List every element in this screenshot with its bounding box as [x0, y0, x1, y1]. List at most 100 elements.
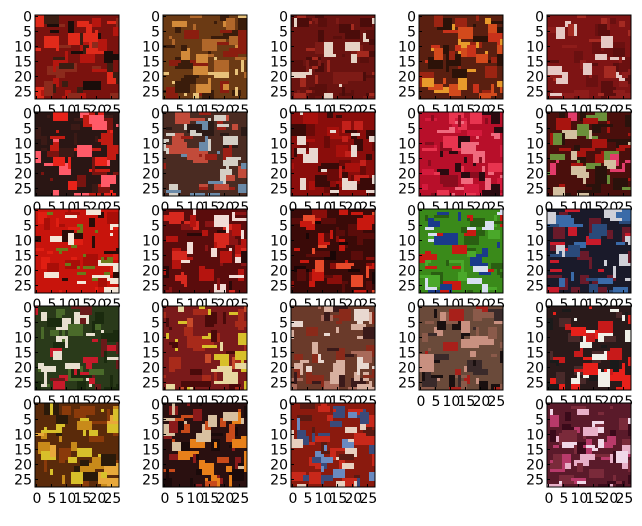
- y-tick-label: 5: [535, 122, 544, 138]
- x-tick-label: 10: [315, 491, 333, 507]
- y-tick-label: 15: [526, 152, 544, 168]
- subplot-r4-c4: 0 5 10 15 20 25 0 5 10152025: [512, 393, 636, 508]
- x-tick-label: 5: [48, 491, 57, 507]
- y-tick-label: 25: [398, 279, 416, 295]
- y-tick-label: 10: [270, 137, 288, 153]
- x-tick-label: 0: [417, 103, 426, 119]
- subplot-r4-c0: 0 5 10 15 20 25 0 5 10152025: [0, 393, 124, 508]
- y-tick-label: 5: [23, 316, 32, 332]
- subplot-r2-c3: 0 5 10 15 20 25 0 5 10152025: [384, 199, 508, 314]
- x-tick-label: 5: [304, 491, 313, 507]
- y-tick-label: 20: [526, 458, 544, 474]
- axes-frame: [34, 208, 120, 294]
- y-tick-label: 0: [23, 10, 32, 26]
- y-tick-label: 10: [142, 137, 160, 153]
- y-tick-label: 10: [270, 331, 288, 347]
- y-tick-label: 20: [14, 167, 32, 183]
- axes-frame: [162, 208, 248, 294]
- y-tick-label: 5: [279, 219, 288, 235]
- x-tick-label: 0: [33, 103, 42, 119]
- y-tick-label: 15: [142, 346, 160, 362]
- y-tick-label: 10: [142, 234, 160, 250]
- y-tick-label: 15: [14, 346, 32, 362]
- y-tick-label: 25: [142, 376, 160, 392]
- y-tick-label: 10: [526, 428, 544, 444]
- x-tick-label: 5: [176, 394, 185, 410]
- y-tick-label: 5: [23, 219, 32, 235]
- y-tick-label: 10: [526, 234, 544, 250]
- y-tick-label: 5: [151, 219, 160, 235]
- x-tick-label: 0: [289, 103, 298, 119]
- y-tick-label: 0: [535, 204, 544, 220]
- y-tick-label: 5: [535, 413, 544, 429]
- y-tick-label: 0: [23, 301, 32, 317]
- x-tick-label: 10: [187, 491, 205, 507]
- x-tick-label: 25: [232, 491, 250, 507]
- x-tick-label: 20: [601, 491, 619, 507]
- y-tick-label: 20: [14, 264, 32, 280]
- y-tick-label: 10: [142, 40, 160, 56]
- y-tick-label: 5: [407, 25, 416, 41]
- y-tick-label: 0: [279, 398, 288, 414]
- y-tick-label: 15: [14, 55, 32, 71]
- x-tick-label: 0: [417, 200, 426, 216]
- subplot-r4-c2: 0 5 10 15 20 25 0 5 10152025: [256, 393, 380, 508]
- x-tick-labels: 0 5 10152025: [161, 491, 250, 507]
- image-thumbnail: [291, 209, 375, 293]
- x-tick-label: 15: [330, 491, 348, 507]
- x-tick-label: 0: [161, 297, 170, 313]
- x-tick-label: 5: [176, 491, 185, 507]
- x-tick-label: 0: [545, 103, 554, 119]
- y-tick-label: 5: [23, 413, 32, 429]
- x-tick-label: 20: [345, 491, 363, 507]
- y-tick-label: 25: [270, 182, 288, 198]
- y-tick-label: 20: [142, 264, 160, 280]
- y-tick-label: 20: [270, 458, 288, 474]
- y-tick-label: 15: [142, 249, 160, 265]
- x-tick-label: 25: [616, 491, 634, 507]
- y-tick-label: 25: [526, 376, 544, 392]
- subplot-r1-c3: 0 5 10 15 20 25 0 5 10152025: [384, 102, 508, 217]
- y-tick-label: 25: [142, 473, 160, 489]
- y-tick-label: 20: [398, 361, 416, 377]
- y-tick-label: 25: [142, 279, 160, 295]
- y-tick-label: 5: [279, 316, 288, 332]
- image-thumbnail: [163, 403, 247, 487]
- y-tick-label: 20: [14, 361, 32, 377]
- x-tick-label: 0: [545, 297, 554, 313]
- subplot-r1-c2: 0 5 10 15 20 25 0 5 10152025: [256, 102, 380, 217]
- x-tick-label: 5: [176, 297, 185, 313]
- y-tick-label: 15: [142, 152, 160, 168]
- x-tick-label: 25: [360, 491, 378, 507]
- x-tick-label: 0: [545, 491, 554, 507]
- axes-frame: [34, 111, 120, 197]
- y-tick-label: 15: [398, 346, 416, 362]
- x-tick-label: 5: [304, 200, 313, 216]
- y-tick-label: 5: [279, 25, 288, 41]
- y-tick-label: 5: [151, 413, 160, 429]
- x-tick-label: 5: [48, 394, 57, 410]
- image-thumbnail: [163, 209, 247, 293]
- x-tick-label: 15: [74, 491, 92, 507]
- y-tick-label: 15: [14, 152, 32, 168]
- y-tick-label: 25: [270, 85, 288, 101]
- x-tick-label: 5: [432, 394, 441, 410]
- y-tick-label: 20: [270, 361, 288, 377]
- y-tick-label: 0: [151, 107, 160, 123]
- image-thumbnail: [35, 403, 119, 487]
- y-tick-label: 10: [270, 234, 288, 250]
- subplot-r0-c3: 0 5 10 15 20 25 0 5 10152025: [384, 5, 508, 120]
- subplot-r1-c0: 0 5 10 15 20 25 0 5 10152025: [0, 102, 124, 217]
- y-tick-label: 20: [142, 361, 160, 377]
- x-tick-label: 0: [289, 394, 298, 410]
- y-tick-label: 10: [526, 40, 544, 56]
- y-tick-label: 10: [398, 137, 416, 153]
- y-tick-label: 10: [398, 234, 416, 250]
- image-thumbnail: [547, 403, 631, 487]
- axes-frame: [546, 14, 632, 100]
